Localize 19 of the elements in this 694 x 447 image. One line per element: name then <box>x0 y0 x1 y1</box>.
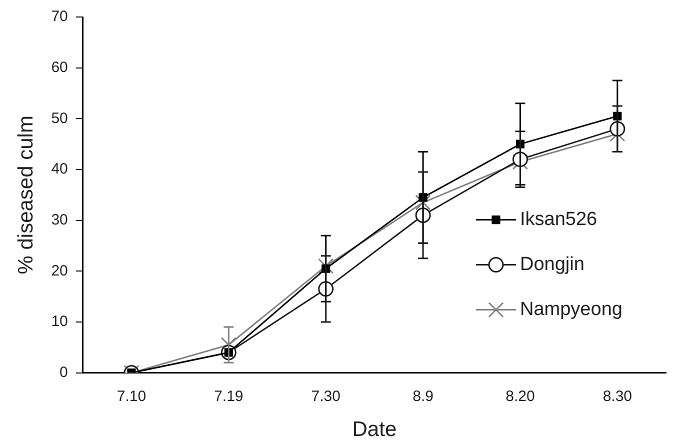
y-tick-label: 40 <box>51 160 68 178</box>
legend-label: Nampyeong <box>520 299 622 320</box>
x-tick-label: 7.19 <box>214 388 244 405</box>
y-tick-label: 10 <box>51 313 68 330</box>
y-tick-label: 60 <box>51 58 68 76</box>
x-axis-title: Date <box>352 418 397 442</box>
x-tick-label: 8.9 <box>412 388 434 405</box>
y-axis-title: % diseased culm <box>14 116 38 274</box>
x-tick-label: 8.20 <box>506 388 535 405</box>
y-tick-label: 30 <box>51 211 68 228</box>
x-tick-label: 8.30 <box>602 388 632 405</box>
y-tick-label: 50 <box>51 110 68 127</box>
y-tick-label: 70 <box>51 8 68 26</box>
legend-label: Iksan526 <box>520 209 598 230</box>
y-tick-label: 20 <box>51 262 68 280</box>
x-tick-label: 7.10 <box>116 388 146 405</box>
y-tick-label: 0 <box>60 364 68 381</box>
legend-label: Dongjin <box>520 254 584 276</box>
x-tick-label: 7.30 <box>311 388 340 405</box>
